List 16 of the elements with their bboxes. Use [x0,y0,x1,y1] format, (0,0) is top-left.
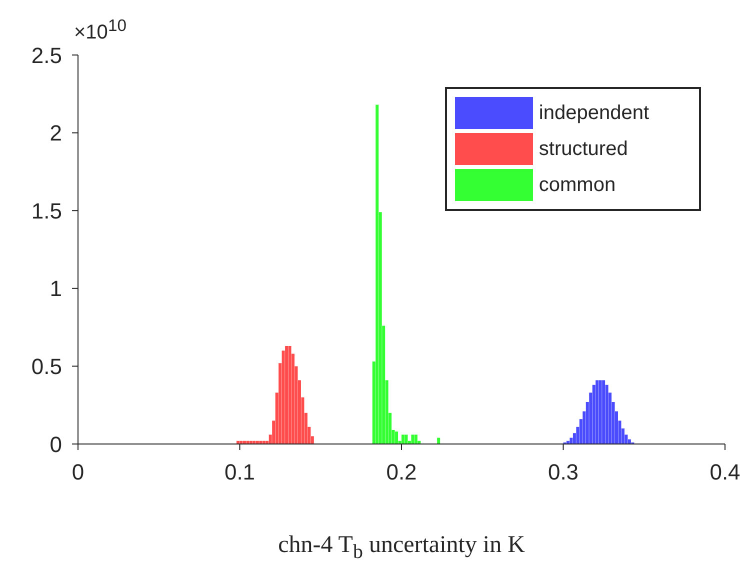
x-tick-label: 0.4 [710,460,740,485]
y-tick-label: 2 [50,120,62,146]
legend-label: independent [538,102,649,124]
x-tick-label: 0 [72,460,84,485]
x-tick-label: 0.2 [386,460,417,485]
legend-label: common [538,174,616,196]
text: ×10$^{10}$ [74,16,126,45]
x-axis-title: chn-4 T$_{b}$ uncertainty in K [277,532,526,564]
x-tick-label: 0.1 [224,460,256,485]
y-tick-label: 2.5 [31,42,62,68]
y-tick-label: 0.5 [31,354,62,380]
y-tick-label: 1.5 [31,198,62,224]
y-tick-label: 1 [50,276,62,302]
legend-label: structured [538,138,628,160]
x-tick-label: 0.3 [548,460,579,485]
y-tick-label: 0 [50,432,62,457]
